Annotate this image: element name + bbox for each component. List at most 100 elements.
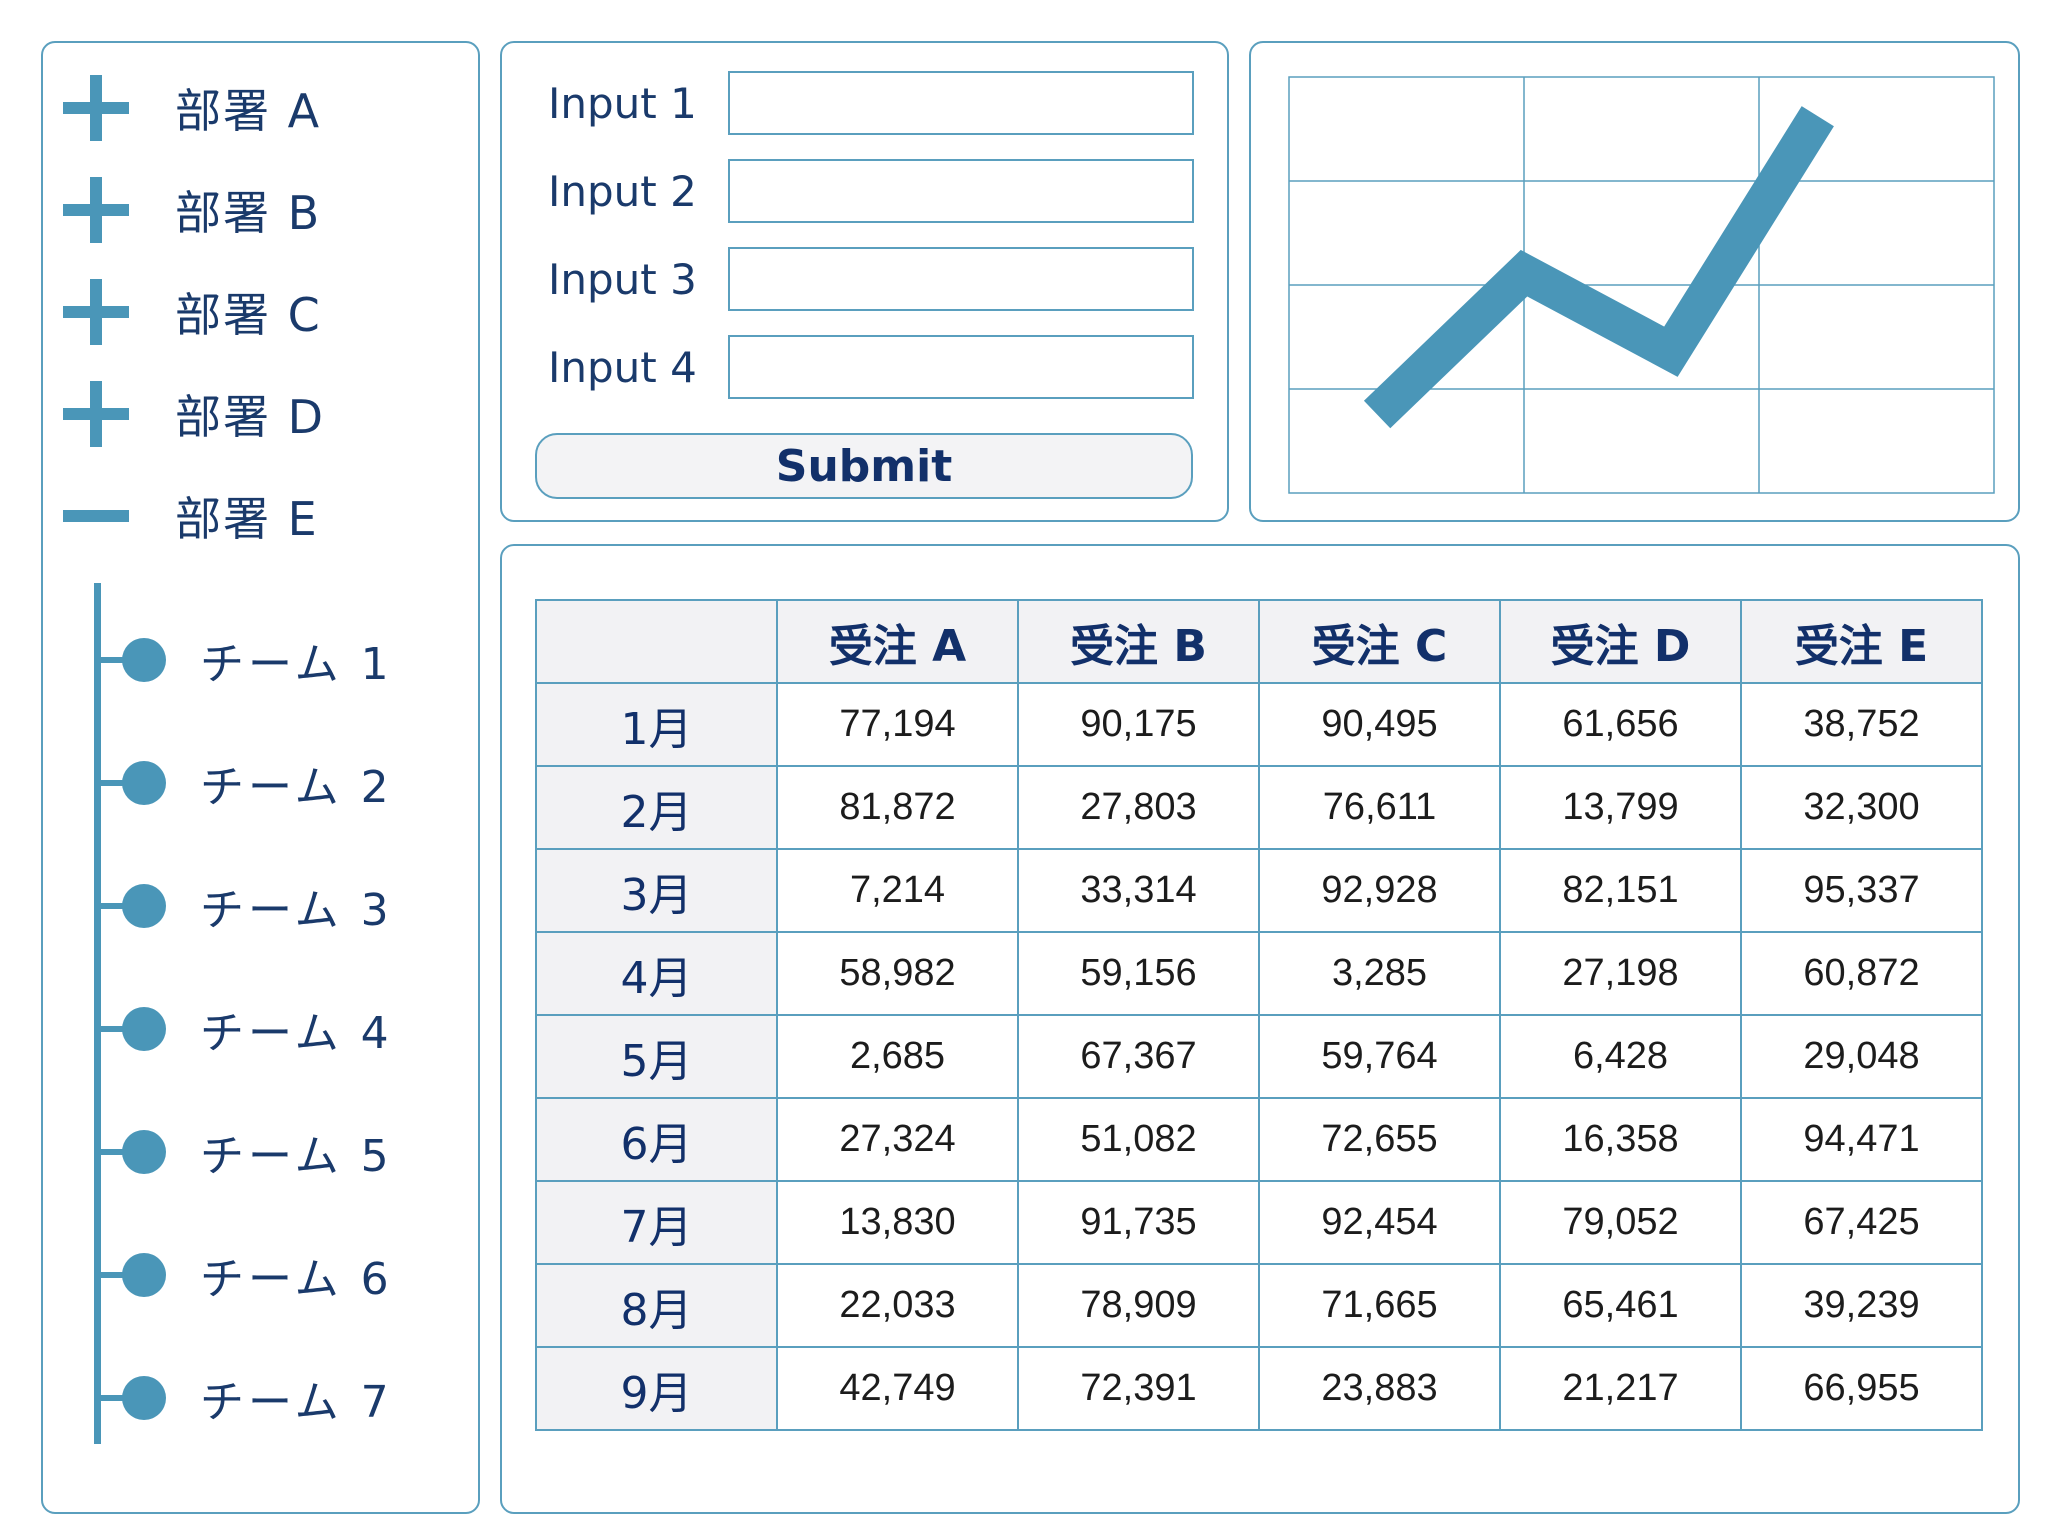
dept-label: 部署 E — [175, 492, 319, 546]
input-4-label: Input 4 — [548, 342, 697, 392]
column-header: 受注 B — [1017, 599, 1260, 684]
table-cell: 72,391 — [1017, 1346, 1260, 1431]
tree-branch — [94, 1026, 130, 1032]
table-corner-cell — [535, 599, 778, 684]
dept-label: 部署 B — [175, 186, 322, 240]
row-header: 2月 — [535, 765, 778, 850]
plus-icon[interactable] — [63, 381, 129, 447]
form-row-3: Input 3 — [548, 245, 1198, 313]
table-header-row: 受注 A 受注 B 受注 C 受注 D 受注 E — [535, 599, 1983, 684]
input-form-panel: Input 1 Input 2 Input 3 Input 4 Submit — [500, 41, 1229, 522]
minus-icon[interactable] — [63, 483, 129, 549]
form-row-4: Input 4 — [548, 333, 1198, 401]
table-cell: 61,656 — [1499, 682, 1742, 767]
input-3-field[interactable] — [728, 247, 1194, 311]
team-label: チーム 6 — [200, 1254, 393, 1305]
table-cell: 79,052 — [1499, 1180, 1742, 1265]
column-header: 受注 E — [1740, 599, 1983, 684]
table-cell: 33,314 — [1017, 848, 1260, 933]
dept-label: 部署 C — [175, 288, 322, 342]
table-cell: 51,082 — [1017, 1097, 1260, 1182]
team-label: チーム 1 — [200, 639, 393, 690]
team-label: チーム 2 — [200, 762, 393, 813]
table-cell: 38,752 — [1740, 682, 1983, 767]
input-2-field[interactable] — [728, 159, 1194, 223]
tree-branch — [94, 903, 130, 909]
table-cell: 92,454 — [1258, 1180, 1501, 1265]
table-row: 4月 58,982 59,156 3,285 27,198 60,872 — [535, 931, 1983, 1016]
dept-label: 部署 D — [175, 390, 326, 444]
table-cell: 66,955 — [1740, 1346, 1983, 1431]
plus-icon[interactable] — [63, 177, 129, 243]
tree-branch — [94, 780, 130, 786]
chart-series-line — [1363, 106, 1834, 429]
row-header: 8月 — [535, 1263, 778, 1348]
table-cell: 2,685 — [776, 1014, 1019, 1099]
plus-icon[interactable] — [63, 279, 129, 345]
table-cell: 77,194 — [776, 682, 1019, 767]
table-cell: 27,803 — [1017, 765, 1260, 850]
table-row: 8月 22,033 78,909 71,665 65,461 39,239 — [535, 1263, 1983, 1348]
table-cell: 92,928 — [1258, 848, 1501, 933]
table-cell: 3,285 — [1258, 931, 1501, 1016]
table-row: 6月 27,324 51,082 72,655 16,358 94,471 — [535, 1097, 1983, 1182]
team-item-1[interactable]: チーム 1 — [94, 630, 464, 690]
table-cell: 67,425 — [1740, 1180, 1983, 1265]
team-label: チーム 5 — [200, 1131, 393, 1182]
table-row: 1月 77,194 90,175 90,495 61,656 38,752 — [535, 682, 1983, 767]
bullet-dot-icon — [122, 1376, 166, 1420]
dept-item-b[interactable]: 部署 B — [63, 175, 463, 245]
team-label: チーム 7 — [200, 1377, 393, 1428]
table-row: 3月 7,214 33,314 92,928 82,151 95,337 — [535, 848, 1983, 933]
table-cell: 91,735 — [1017, 1180, 1260, 1265]
table-cell: 60,872 — [1740, 931, 1983, 1016]
bullet-dot-icon — [122, 638, 166, 682]
team-item-5[interactable]: チーム 5 — [94, 1122, 464, 1182]
table-row: 5月 2,685 67,367 59,764 6,428 29,048 — [535, 1014, 1983, 1099]
dept-item-e[interactable]: 部署 E — [63, 481, 463, 551]
table-row: 9月 42,749 72,391 23,883 21,217 66,955 — [535, 1346, 1983, 1431]
tree-connector-line — [94, 583, 101, 1444]
dept-item-c[interactable]: 部署 C — [63, 277, 463, 347]
table-cell: 90,175 — [1017, 682, 1260, 767]
submit-button[interactable]: Submit — [535, 433, 1193, 499]
table-cell: 32,300 — [1740, 765, 1983, 850]
team-item-3[interactable]: チーム 3 — [94, 876, 464, 936]
table-cell: 39,239 — [1740, 1263, 1983, 1348]
team-label: チーム 4 — [200, 1008, 393, 1059]
team-label: チーム 3 — [200, 885, 393, 936]
team-item-7[interactable]: チーム 7 — [94, 1368, 464, 1428]
bullet-dot-icon — [122, 761, 166, 805]
plus-icon[interactable] — [63, 75, 129, 141]
row-header: 4月 — [535, 931, 778, 1016]
table-cell: 23,883 — [1258, 1346, 1501, 1431]
team-item-2[interactable]: チーム 2 — [94, 753, 464, 813]
input-3-label: Input 3 — [548, 254, 697, 304]
input-1-label: Input 1 — [548, 78, 697, 128]
dept-item-a[interactable]: 部署 A — [63, 73, 463, 143]
form-row-2: Input 2 — [548, 157, 1198, 225]
row-header: 3月 — [535, 848, 778, 933]
table-cell: 21,217 — [1499, 1346, 1742, 1431]
input-2-label: Input 2 — [548, 166, 697, 216]
table-cell: 29,048 — [1740, 1014, 1983, 1099]
table-cell: 81,872 — [776, 765, 1019, 850]
input-4-field[interactable] — [728, 335, 1194, 399]
team-item-6[interactable]: チーム 6 — [94, 1245, 464, 1305]
table-cell: 6,428 — [1499, 1014, 1742, 1099]
table-cell: 59,156 — [1017, 931, 1260, 1016]
table-cell: 82,151 — [1499, 848, 1742, 933]
team-item-4[interactable]: チーム 4 — [94, 999, 464, 1059]
dept-label: 部署 A — [175, 84, 322, 138]
row-header: 7月 — [535, 1180, 778, 1265]
table-cell: 58,982 — [776, 931, 1019, 1016]
table-cell: 90,495 — [1258, 682, 1501, 767]
table-cell: 27,324 — [776, 1097, 1019, 1182]
table-cell: 13,830 — [776, 1180, 1019, 1265]
bullet-dot-icon — [122, 1007, 166, 1051]
input-1-field[interactable] — [728, 71, 1194, 135]
table-cell: 78,909 — [1017, 1263, 1260, 1348]
orders-table-panel: 受注 A 受注 B 受注 C 受注 D 受注 E 1月 77,194 90,175 90,49… — [500, 544, 2020, 1514]
department-sidebar: 部署 A 部署 B 部署 C 部署 D 部署 E チーム 1 チーム 2 チーム… — [41, 41, 480, 1514]
dept-item-d[interactable]: 部署 D — [63, 379, 463, 449]
